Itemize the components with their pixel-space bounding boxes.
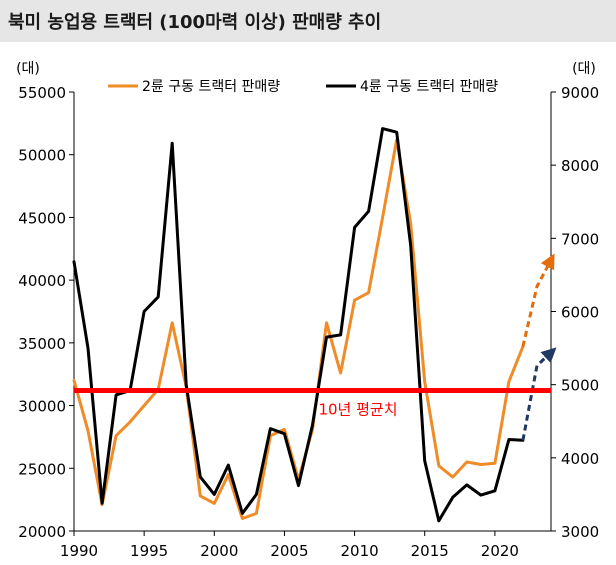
- left-axis-unit: (대): [16, 61, 40, 77]
- right-y-tick-label: 7000: [561, 230, 599, 248]
- left-y-tick-label: 45000: [18, 209, 66, 227]
- x-tick-label: 2015: [411, 542, 449, 560]
- x-tick-label: 2005: [270, 542, 308, 560]
- left-y-tick-label: 35000: [18, 335, 66, 353]
- x-tick-label: 2000: [200, 542, 238, 560]
- left-y-tick-label: 25000: [18, 460, 66, 478]
- left-y-tick-label: 30000: [18, 398, 66, 416]
- x-tick-label: 1990: [60, 542, 98, 560]
- right-y-tick-label: 3000: [561, 523, 599, 541]
- x-tick-label: 1995: [130, 542, 168, 560]
- legend-2wd-label: 2륜 구동 트랙터 판매량: [142, 79, 280, 95]
- right-y-tick-label: 4000: [561, 450, 599, 468]
- left-y-tick-label: 40000: [18, 272, 66, 290]
- right-y-tick-label: 6000: [561, 304, 599, 322]
- projection-4wd-arrow: [521, 347, 557, 441]
- title-bar: 북미 농업용 트랙터 (100마력 이상) 판매량 추이: [0, 0, 616, 42]
- x-tick-label: 2010: [340, 542, 378, 560]
- left-y-tick-label: 50000: [18, 147, 66, 165]
- legend-4wd-label: 4륜 구동 트랙터 판매량: [360, 79, 498, 95]
- projection-2wd-arrow: [521, 253, 555, 347]
- chart-title: 북미 농업용 트랙터 (100마력 이상) 판매량 추이: [8, 12, 382, 33]
- left-y-tick-label: 55000: [18, 84, 66, 102]
- right-axis-unit: (대): [572, 61, 596, 77]
- right-y-tick-label: 9000: [561, 84, 599, 102]
- left-y-tick-label: 20000: [18, 523, 66, 541]
- reference-line-label: 10년 평균치: [318, 401, 397, 419]
- x-tick-label: 2020: [481, 542, 519, 560]
- right-y-tick-label: 5000: [561, 377, 599, 395]
- series-4wd-line: [72, 127, 525, 523]
- right-y-tick-label: 8000: [561, 157, 599, 175]
